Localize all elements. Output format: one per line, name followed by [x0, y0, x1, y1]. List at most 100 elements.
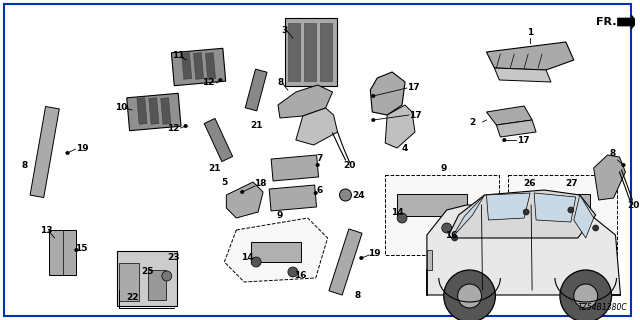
Circle shape [340, 189, 351, 201]
Polygon shape [329, 229, 362, 295]
Text: 3: 3 [282, 26, 288, 35]
Circle shape [397, 213, 407, 223]
Text: 4: 4 [402, 143, 408, 153]
Circle shape [560, 270, 612, 320]
Polygon shape [296, 108, 337, 145]
Text: 14: 14 [391, 207, 403, 217]
Circle shape [288, 267, 298, 277]
Circle shape [458, 284, 481, 308]
Polygon shape [397, 194, 467, 216]
Text: 12: 12 [168, 124, 180, 132]
Text: 26: 26 [523, 179, 536, 188]
Polygon shape [227, 182, 263, 218]
Circle shape [502, 138, 506, 142]
Text: 8: 8 [22, 161, 28, 170]
Polygon shape [288, 23, 300, 81]
Text: 9: 9 [440, 164, 447, 172]
Circle shape [574, 284, 598, 308]
Text: 12: 12 [202, 77, 215, 86]
Polygon shape [245, 69, 267, 111]
Circle shape [162, 271, 172, 281]
Polygon shape [304, 23, 316, 81]
Text: 17: 17 [517, 135, 529, 145]
Polygon shape [119, 263, 139, 301]
Polygon shape [486, 193, 530, 220]
Text: 21: 21 [208, 164, 221, 172]
Text: 8: 8 [278, 77, 284, 86]
Circle shape [316, 163, 319, 167]
Text: 25: 25 [141, 268, 154, 276]
Text: 8: 8 [609, 148, 616, 157]
Text: 11: 11 [172, 51, 185, 60]
Polygon shape [225, 218, 328, 282]
Polygon shape [494, 68, 551, 82]
Text: 16: 16 [294, 271, 306, 281]
Circle shape [75, 248, 78, 252]
Polygon shape [285, 18, 337, 86]
Polygon shape [205, 53, 216, 79]
Text: 5: 5 [221, 178, 227, 187]
Text: 19: 19 [368, 249, 381, 258]
Text: 24: 24 [352, 190, 365, 199]
Text: 20: 20 [627, 201, 639, 210]
Text: 14: 14 [241, 253, 253, 262]
Text: 7: 7 [316, 154, 323, 163]
Circle shape [371, 94, 375, 98]
Polygon shape [182, 53, 192, 79]
Text: 6: 6 [317, 186, 323, 195]
Text: 9: 9 [276, 211, 283, 220]
Polygon shape [452, 195, 484, 238]
Polygon shape [127, 93, 181, 131]
Text: FR.: FR. [596, 17, 616, 27]
Circle shape [184, 124, 188, 128]
Text: 16: 16 [445, 230, 458, 239]
Text: 27: 27 [566, 179, 578, 188]
Polygon shape [427, 205, 620, 295]
Circle shape [219, 78, 222, 82]
Circle shape [251, 257, 261, 267]
Polygon shape [161, 98, 171, 124]
Polygon shape [193, 53, 204, 79]
Polygon shape [251, 242, 301, 262]
Polygon shape [497, 120, 536, 137]
Polygon shape [49, 229, 76, 275]
Polygon shape [486, 106, 532, 125]
Polygon shape [148, 270, 166, 300]
Polygon shape [269, 185, 317, 211]
Polygon shape [371, 72, 405, 115]
Polygon shape [449, 190, 596, 238]
Polygon shape [148, 98, 159, 124]
Text: 2: 2 [469, 117, 476, 126]
Polygon shape [204, 118, 232, 162]
Circle shape [452, 235, 458, 241]
Polygon shape [271, 155, 319, 181]
Polygon shape [319, 23, 332, 81]
Text: 15: 15 [75, 244, 88, 252]
Polygon shape [117, 251, 177, 306]
Text: 17: 17 [409, 110, 421, 119]
Polygon shape [594, 155, 625, 200]
Polygon shape [278, 85, 333, 118]
Text: 13: 13 [40, 226, 53, 235]
Bar [385, 175, 499, 255]
Circle shape [621, 163, 625, 167]
Text: TZ54B1380C: TZ54B1380C [578, 303, 627, 312]
Text: 1: 1 [527, 28, 533, 36]
Text: 10: 10 [115, 102, 127, 111]
Circle shape [568, 207, 574, 213]
Text: 23: 23 [168, 253, 180, 262]
Bar [508, 175, 618, 255]
Text: 22: 22 [126, 293, 138, 302]
Circle shape [593, 225, 598, 231]
Polygon shape [427, 250, 432, 270]
Circle shape [241, 190, 244, 194]
Polygon shape [534, 193, 576, 222]
Circle shape [442, 223, 452, 233]
Text: 19: 19 [76, 143, 89, 153]
Circle shape [371, 118, 375, 122]
Circle shape [444, 270, 495, 320]
Circle shape [360, 256, 363, 260]
Circle shape [523, 209, 529, 215]
Circle shape [314, 191, 317, 195]
Text: 18: 18 [254, 179, 266, 188]
